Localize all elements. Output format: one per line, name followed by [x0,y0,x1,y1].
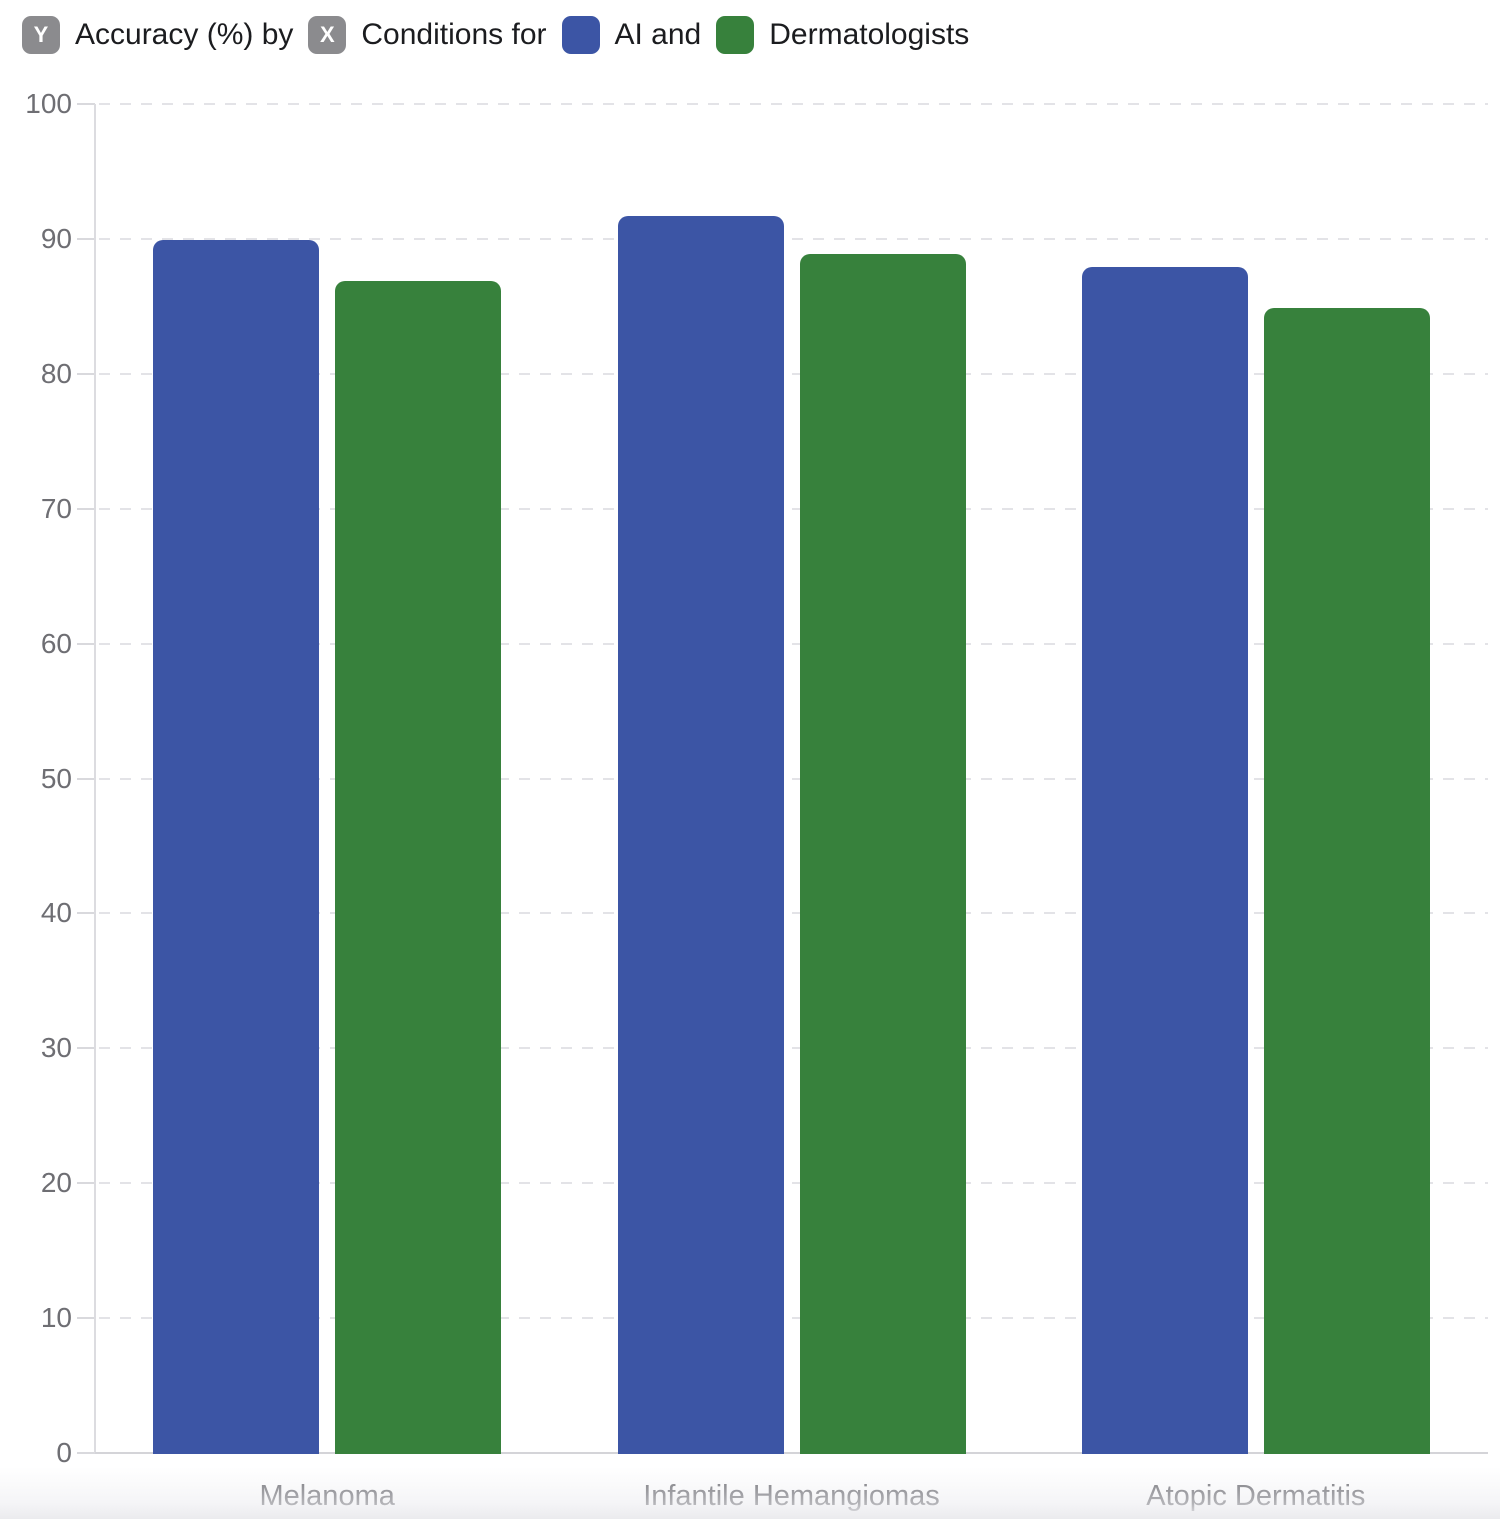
gridline-y-70 [99,507,1488,510]
y-tick-30 [77,1047,95,1050]
bar-dermatologists-melanoma[interactable] [335,280,502,1454]
gridline-y-50 [99,777,1488,780]
gridline-y-30 [99,1047,1488,1050]
bar-dermatologists-atopic-dermatitis[interactable] [1263,307,1430,1454]
y-tick-50 [77,777,95,780]
y-axis-line [94,104,96,1453]
x-category-label-atopic-dermatitis: Atopic Dermatitis [1146,1480,1366,1512]
y-tick-60 [77,642,95,645]
y-tick-label-20: 20 [40,1167,72,1199]
gridline-y-10 [99,1317,1488,1320]
y-tick-10 [77,1317,95,1320]
legend-label-dermatologists: Dermatologists [769,18,970,51]
x-axis-title: Conditions for [361,18,547,51]
y-tick-label-80: 80 [40,357,72,389]
gridline-y-60 [99,642,1488,645]
gridline-y-90 [99,237,1488,240]
y-tick-80 [77,372,95,375]
y-tick-label-30: 30 [40,1032,72,1064]
y-tick-label-90: 90 [40,222,72,254]
x-category-label-infantile-hemangiomas: Infantile Hemangiomas [643,1480,940,1512]
y-tick-label-10: 10 [40,1302,72,1334]
x-axis-line [95,1452,1488,1454]
y-tick-90 [77,237,95,240]
y-tick-70 [77,507,95,510]
y-tick-label-60: 60 [40,627,72,659]
bar-ai-atopic-dermatitis[interactable] [1081,267,1248,1454]
y-tick-label-40: 40 [40,897,72,929]
y-tick-100 [77,103,95,105]
gridline-y-20 [99,1182,1488,1185]
gridline-y-80 [99,372,1488,375]
bar-ai-melanoma[interactable] [153,240,320,1454]
y-tick-label-70: 70 [40,492,72,524]
y-tick-label-0: 0 [56,1437,72,1468]
y-tick-40 [77,912,95,915]
bar-dermatologists-infantile-hemangiomas[interactable] [799,253,966,1454]
y-tick-label-50: 50 [40,762,72,794]
chart-title-legend: Y Accuracy (%) by X Conditions for AI an… [22,14,969,56]
x-category-label-melanoma: Melanoma [259,1480,395,1512]
gridline-y-40 [99,912,1488,915]
y-tick-label-100: 100 [25,88,72,119]
y-axis-title: Accuracy (%) by [75,18,294,51]
y-tick-0 [77,1452,95,1454]
gridline-y-100 [99,103,1488,105]
legend-label-ai: AI and [614,18,702,51]
x-axis-badge-icon: X [308,16,347,54]
y-tick-20 [77,1182,95,1185]
bar-ai-infantile-hemangiomas[interactable] [617,215,784,1454]
y-axis-badge-icon: Y [22,16,60,54]
legend-swatch-dermatologists [716,16,755,54]
legend-swatch-ai [561,16,600,54]
